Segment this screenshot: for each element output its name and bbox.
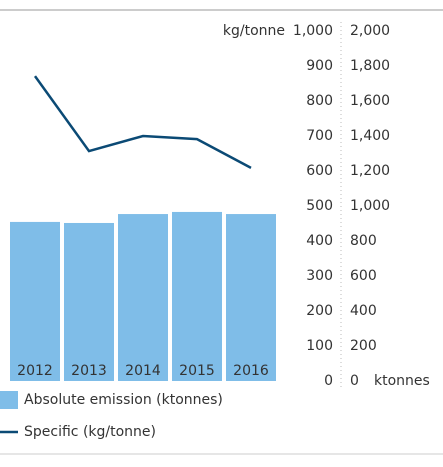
y2-tick-label: 800: [350, 233, 377, 249]
y2-tick-label: 0: [350, 373, 359, 389]
y2-tick-label: 200: [350, 338, 377, 354]
legend-swatch: [0, 391, 18, 409]
bar: [172, 211, 222, 381]
y-tick-label: 900: [306, 58, 333, 74]
y-tick-label: 1,000: [293, 23, 333, 39]
line: [33, 75, 252, 169]
y2-tick-label: 2,000: [350, 23, 390, 39]
y-tick-label: 0: [324, 373, 333, 389]
y-tick-label: 500: [306, 198, 333, 214]
y2-tick-label: 1,200: [350, 163, 390, 179]
x-tick-label: 2014: [125, 363, 161, 379]
y2-axis-title: ktonnes: [374, 373, 430, 389]
bar: [226, 214, 276, 381]
y2-tick-label: 400: [350, 303, 377, 319]
y2-tick-label: 600: [350, 268, 377, 284]
x-tick-label: 2015: [179, 363, 215, 379]
y2-tick-label: 1,800: [350, 58, 390, 74]
bar: [118, 214, 168, 381]
bar: [64, 222, 114, 381]
y-tick-label: 300: [306, 268, 333, 284]
x-tick-label: 2013: [71, 363, 107, 379]
y-axis-title: kg/tonne: [223, 23, 285, 39]
bar: [10, 221, 60, 381]
legend-label: Specific (kg/tonne): [24, 424, 156, 440]
y-tick-label: 600: [306, 163, 333, 179]
y-tick-label: 800: [306, 93, 333, 109]
x-tick-label: 2016: [233, 363, 269, 379]
y-tick-label: 100: [306, 338, 333, 354]
x-tick-label: 2012: [17, 363, 53, 379]
y2-tick-label: 1,600: [350, 93, 390, 109]
y2-tick-label: 1,000: [350, 198, 390, 214]
y-tick-label: 700: [306, 128, 333, 144]
y-tick-label: 400: [306, 233, 333, 249]
legend-label: Absolute emission (ktonnes): [24, 392, 223, 408]
y-tick-label: 200: [306, 303, 333, 319]
y2-tick-label: 1,400: [350, 128, 390, 144]
